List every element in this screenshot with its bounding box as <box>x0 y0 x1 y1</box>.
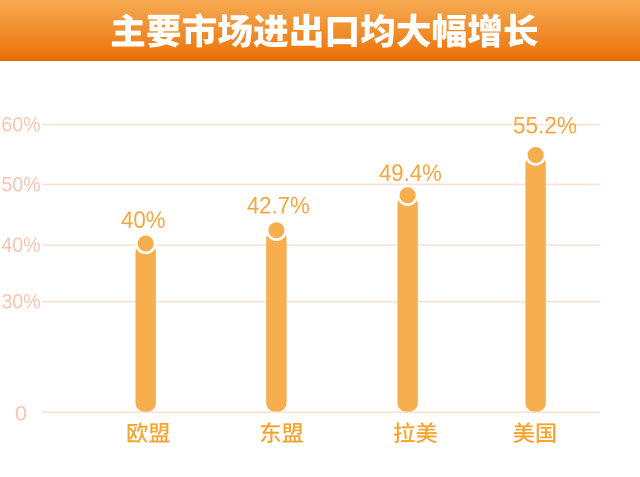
svg-text:40%: 40% <box>1 233 40 257</box>
svg-text:30%: 30% <box>1 290 40 314</box>
svg-text:49.4%: 49.4% <box>379 160 442 187</box>
svg-text:50%: 50% <box>1 172 40 196</box>
svg-text:40%: 40% <box>121 207 166 234</box>
svg-text:55.2%: 55.2% <box>513 113 577 140</box>
svg-text:42.7%: 42.7% <box>247 192 310 219</box>
svg-text:0: 0 <box>15 401 27 425</box>
svg-text:60%: 60% <box>1 113 40 137</box>
